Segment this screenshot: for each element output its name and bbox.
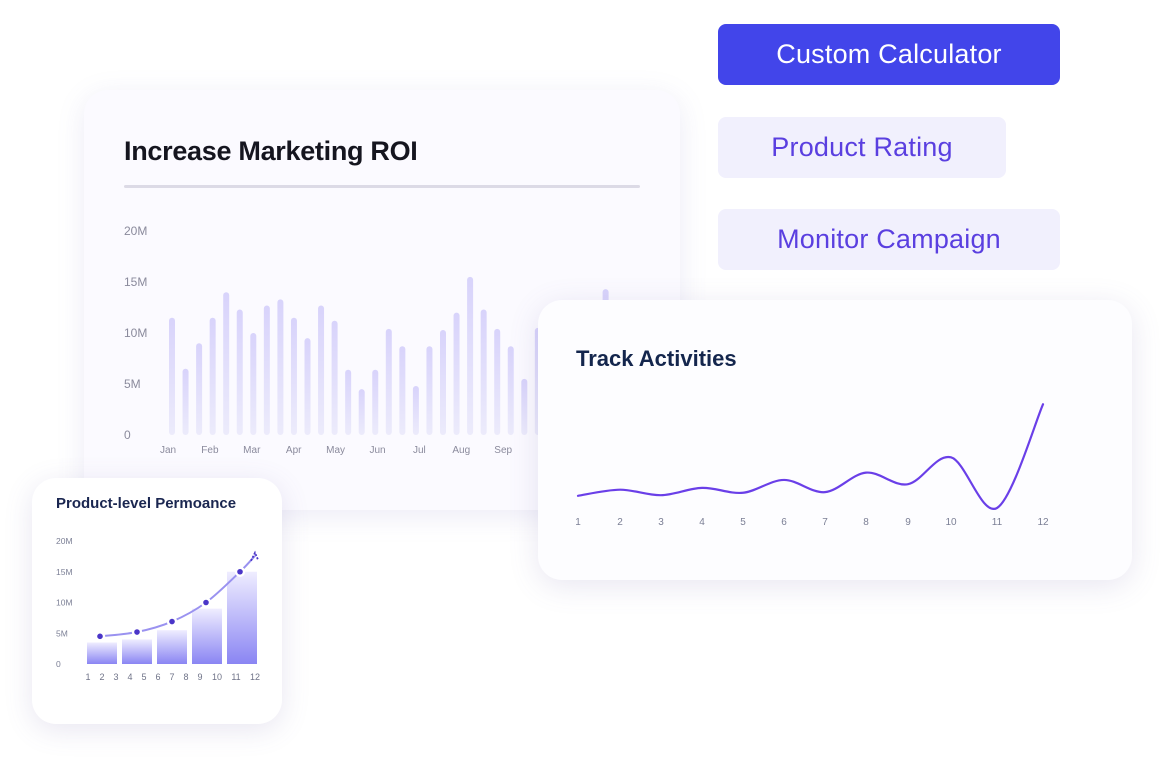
roi-bar <box>507 346 514 435</box>
x-tick-label: 10 <box>212 672 222 682</box>
roi-bar <box>169 317 175 435</box>
roi-bar <box>209 317 216 435</box>
x-tick-label: 11 <box>992 517 1003 528</box>
x-tick-label: Jan <box>160 445 176 456</box>
x-tick-label: 12 <box>1037 517 1049 528</box>
product-performance-card: Product-level Permoance 20M 15M 10M 5M 0 1 2 3 4… <box>32 478 282 724</box>
marketing-roi-title: Increase Marketing ROI <box>124 136 418 166</box>
x-tick-label: Jul <box>413 445 426 456</box>
y-tick-label: 20M <box>124 224 147 238</box>
track-activities-title: Track Activities <box>576 346 737 371</box>
trend-point <box>203 599 209 606</box>
track-activities-card: Track Activities 1 2 3 4 5 6 7 8 9 10 11 12 <box>538 300 1132 580</box>
roi-bar <box>277 299 284 435</box>
y-tick-label: 15M <box>56 567 73 577</box>
x-tick-label: 7 <box>169 672 174 682</box>
x-tick-label: Jun <box>369 445 385 456</box>
title-divider <box>124 185 640 188</box>
trend-point <box>237 568 243 575</box>
track-activities-chart: 1 2 3 4 5 6 7 8 9 10 11 12 <box>575 403 1049 528</box>
roi-bar <box>250 333 257 435</box>
performance-bar <box>157 630 187 664</box>
performance-bar <box>192 608 222 664</box>
x-tick-label: 10 <box>945 517 957 528</box>
y-tick-label: 15M <box>124 275 147 289</box>
roi-bar <box>345 369 352 435</box>
roi-bar <box>412 386 419 435</box>
product-performance-title: Product-level Permoance <box>56 495 237 512</box>
x-tick-label: Mar <box>243 445 261 456</box>
roi-bar <box>223 292 230 435</box>
arrow-head-icon <box>250 550 259 562</box>
roi-bar <box>426 346 433 435</box>
custom-calculator-button[interactable]: Custom Calculator <box>718 24 1060 85</box>
x-tick-label: 3 <box>658 517 664 528</box>
roi-bar <box>494 328 501 435</box>
x-tick-label: 2 <box>99 672 104 682</box>
y-tick-label: 0 <box>124 428 131 442</box>
x-tick-label: 1 <box>85 672 90 682</box>
roi-bar <box>196 343 203 435</box>
x-tick-label: 11 <box>231 672 240 682</box>
y-tick-label: 5M <box>124 377 141 391</box>
x-tick-label: 5 <box>740 517 746 528</box>
performance-bar <box>87 642 117 664</box>
roi-bar <box>399 346 406 435</box>
x-tick-label: Sep <box>494 445 512 456</box>
roi-bar <box>372 369 379 435</box>
x-tick-label: 7 <box>822 517 828 528</box>
x-tick-label: 2 <box>617 517 623 528</box>
monitor-campaign-button[interactable]: Monitor Campaign <box>718 209 1060 270</box>
roi-bar <box>358 389 365 435</box>
x-tick-label: 1 <box>575 517 581 528</box>
trend-point <box>97 633 103 640</box>
product-rating-button[interactable]: Product Rating <box>718 117 1006 178</box>
roi-bar <box>453 312 460 435</box>
roi-bar <box>290 317 297 435</box>
x-tick-label: 9 <box>197 672 202 682</box>
x-tick-label: May <box>326 445 345 456</box>
roi-bar <box>440 329 446 435</box>
performance-bar <box>122 639 152 664</box>
x-tick-label: 3 <box>113 672 118 682</box>
roi-bar <box>263 305 270 435</box>
x-tick-label: 6 <box>781 517 787 528</box>
y-tick-label: 10M <box>124 326 147 340</box>
performance-bar <box>227 571 257 664</box>
y-tick-label: 10M <box>56 598 73 608</box>
trend-point <box>169 618 175 625</box>
x-tick-label: 4 <box>127 672 132 682</box>
roi-bar <box>182 368 189 435</box>
roi-bar <box>304 338 311 435</box>
x-tick-label: 8 <box>863 517 869 528</box>
roi-bar <box>480 309 487 435</box>
x-tick-label: 9 <box>905 517 911 528</box>
activity-series-line <box>576 403 1045 510</box>
x-tick-label: 8 <box>183 672 188 682</box>
x-tick-label: Feb <box>201 445 219 456</box>
roi-bar <box>331 320 338 435</box>
x-tick-label: 6 <box>155 672 160 682</box>
y-tick-label: 5M <box>56 628 68 638</box>
y-tick-label: 20M <box>56 536 73 546</box>
y-tick-label: 0 <box>56 659 61 669</box>
x-tick-label: Apr <box>286 445 302 456</box>
roi-bar <box>318 305 325 435</box>
trend-point <box>134 629 140 635</box>
roi-bar <box>521 378 528 435</box>
x-tick-label: 4 <box>699 517 705 528</box>
roi-bar <box>385 328 392 435</box>
x-tick-label: 5 <box>141 672 146 682</box>
x-tick-label: 12 <box>250 672 260 682</box>
roi-bar <box>467 276 474 435</box>
roi-bar <box>236 309 243 435</box>
x-tick-label: Aug <box>452 445 470 456</box>
